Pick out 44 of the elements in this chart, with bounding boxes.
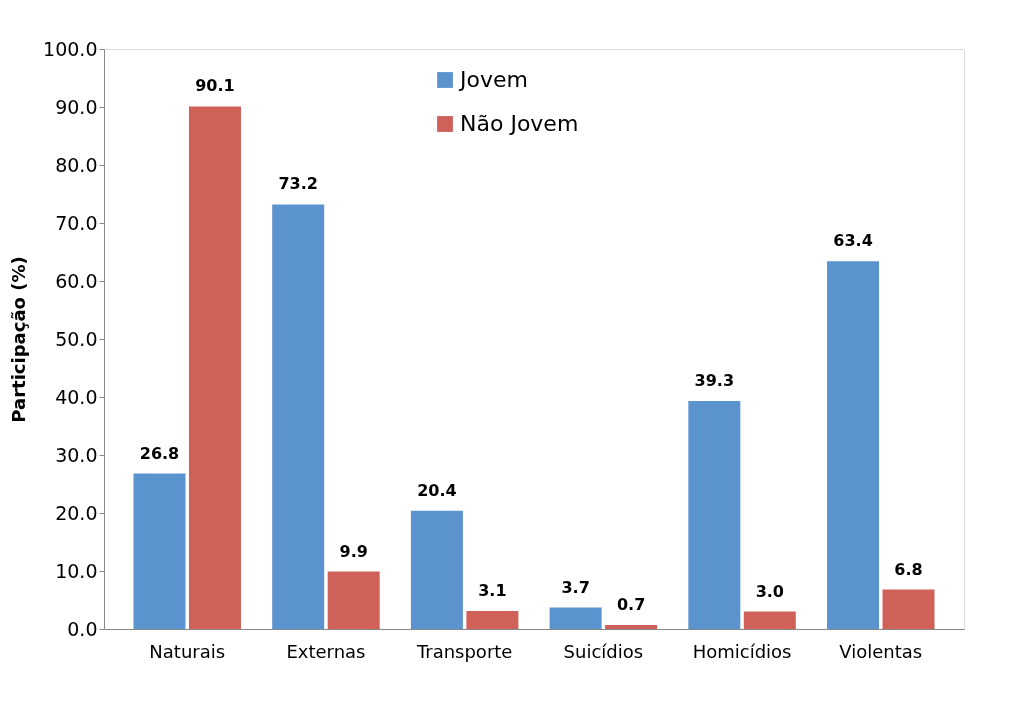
data-label: 73.2	[278, 174, 318, 194]
x-tick-label: Violentas	[839, 640, 923, 662]
legend-label: Não Jovem	[460, 111, 579, 136]
y-tick-label: 80.0	[55, 153, 98, 176]
bar	[882, 589, 935, 629]
bar	[743, 611, 796, 629]
y-tick-label: 60.0	[55, 269, 98, 292]
data-label: 3.7	[561, 577, 590, 597]
data-label: 26.8	[139, 443, 180, 463]
y-tick-label: 40.0	[55, 385, 98, 408]
data-label: 9.9	[339, 541, 368, 561]
bar	[605, 624, 658, 629]
x-tick-label: Transporte	[415, 640, 513, 662]
y-tick-label: 50.0	[55, 327, 98, 350]
y-axis-title: Participação (%)	[8, 256, 30, 423]
bar	[188, 106, 241, 629]
y-tick-label: 10.0	[55, 559, 98, 582]
data-label: 63.4	[833, 231, 873, 251]
legend-label: Jovem	[458, 67, 528, 92]
bar	[549, 607, 602, 629]
data-label: 39.3	[694, 371, 735, 391]
bar	[327, 571, 380, 629]
y-tick-label: 70.0	[55, 211, 98, 234]
bar	[827, 261, 880, 629]
bar	[466, 611, 519, 629]
y-tick-label: 100.0	[43, 37, 98, 60]
y-tick-label: 30.0	[55, 443, 98, 466]
x-tick-label: Naturais	[149, 640, 226, 662]
y-tick-label: 20.0	[55, 501, 98, 524]
y-tick-label: 0.0	[67, 617, 98, 640]
data-label: 3.0	[755, 581, 784, 601]
data-label: 3.1	[478, 581, 507, 601]
data-label: 20.4	[417, 480, 457, 500]
data-label: 90.1	[195, 76, 235, 96]
data-label: 0.7	[616, 594, 646, 614]
bar	[272, 204, 325, 629]
y-tick-label: 90.0	[55, 95, 98, 118]
bar	[133, 473, 186, 629]
data-label: 6.8	[894, 559, 923, 579]
bar	[688, 401, 741, 629]
x-tick-label: Suicídios	[563, 640, 644, 662]
x-tick-label: Externas	[286, 640, 366, 662]
bar	[410, 510, 463, 629]
x-tick-label: Homicídios	[692, 640, 792, 662]
